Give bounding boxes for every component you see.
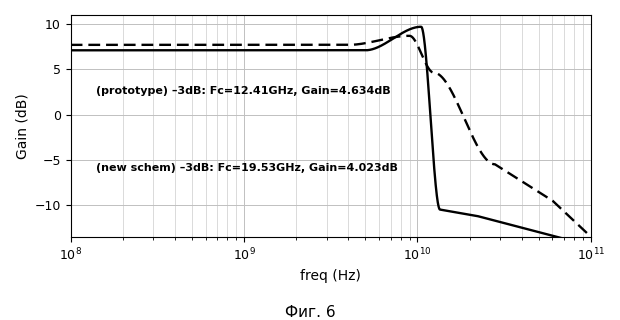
- Text: (prototype) –3dB: Fc=12.41GHz, Gain=4.634dB: (prototype) –3dB: Fc=12.41GHz, Gain=4.63…: [96, 86, 391, 96]
- Text: Фиг. 6: Фиг. 6: [285, 305, 335, 320]
- Text: (new schem) –3dB: Fc=19.53GHz, Gain=4.023dB: (new schem) –3dB: Fc=19.53GHz, Gain=4.02…: [96, 163, 398, 173]
- Y-axis label: Gain (dB): Gain (dB): [15, 93, 29, 159]
- X-axis label: freq (Hz): freq (Hz): [300, 268, 361, 283]
